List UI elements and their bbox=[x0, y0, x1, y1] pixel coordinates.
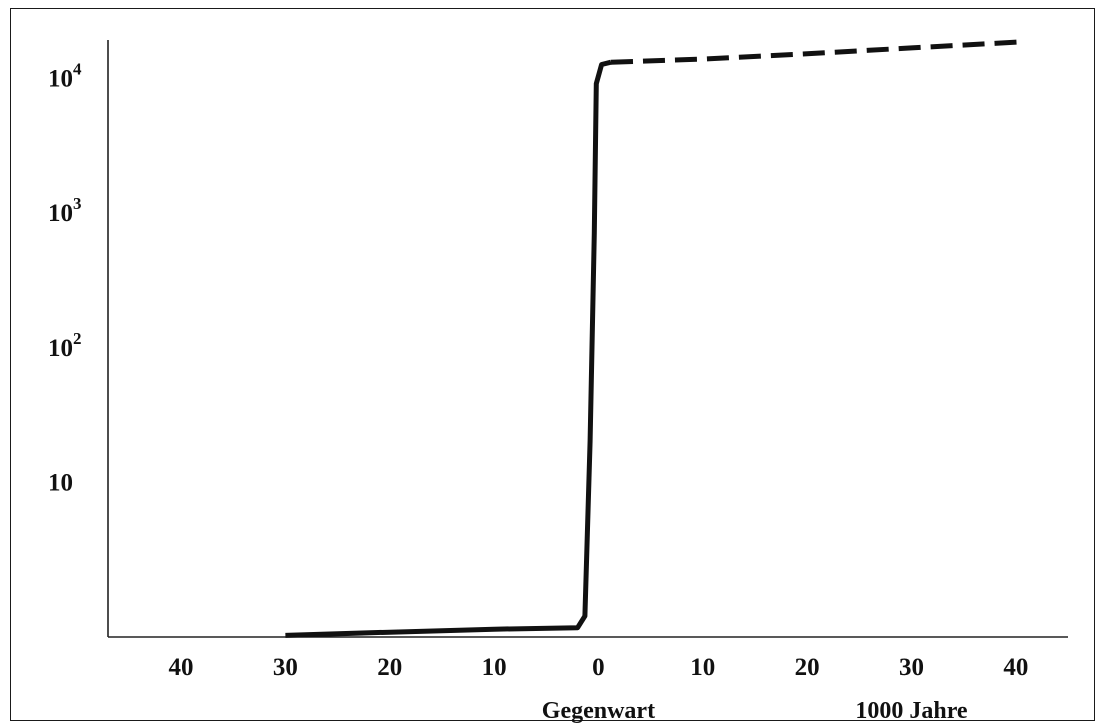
x-tick-label: 30 bbox=[899, 654, 924, 681]
y-tick-label: 10 bbox=[48, 469, 73, 496]
x-tick-label: 30 bbox=[273, 654, 298, 681]
x-caption: Gegenwart bbox=[542, 698, 655, 724]
x-tick-label: 20 bbox=[377, 654, 402, 681]
x-tick-label: 20 bbox=[795, 654, 820, 681]
series-layer bbox=[285, 39, 1027, 638]
x-tick-label: 40 bbox=[169, 654, 194, 681]
x-tick-label: 40 bbox=[1003, 654, 1028, 681]
y-tick-label: 104 bbox=[48, 60, 82, 93]
series-line-dashed bbox=[610, 39, 1027, 65]
x-tick-label: 10 bbox=[690, 654, 715, 681]
x-caption: 1000 Jahre bbox=[855, 698, 968, 724]
tick-labels: 40 30 20 10 0 10 20 30 40 10 102 103 104 bbox=[48, 60, 1028, 681]
y-tick-label: 102 bbox=[48, 329, 82, 362]
axes bbox=[107, 40, 1068, 638]
x-tick-label: 0 bbox=[592, 654, 605, 681]
y-tick-label: 103 bbox=[48, 194, 82, 227]
x-captions: Gegenwart 1000 Jahre bbox=[542, 698, 968, 724]
series-line-solid bbox=[285, 59, 612, 638]
x-tick-label: 10 bbox=[482, 654, 507, 681]
chart-frame bbox=[10, 8, 1095, 721]
